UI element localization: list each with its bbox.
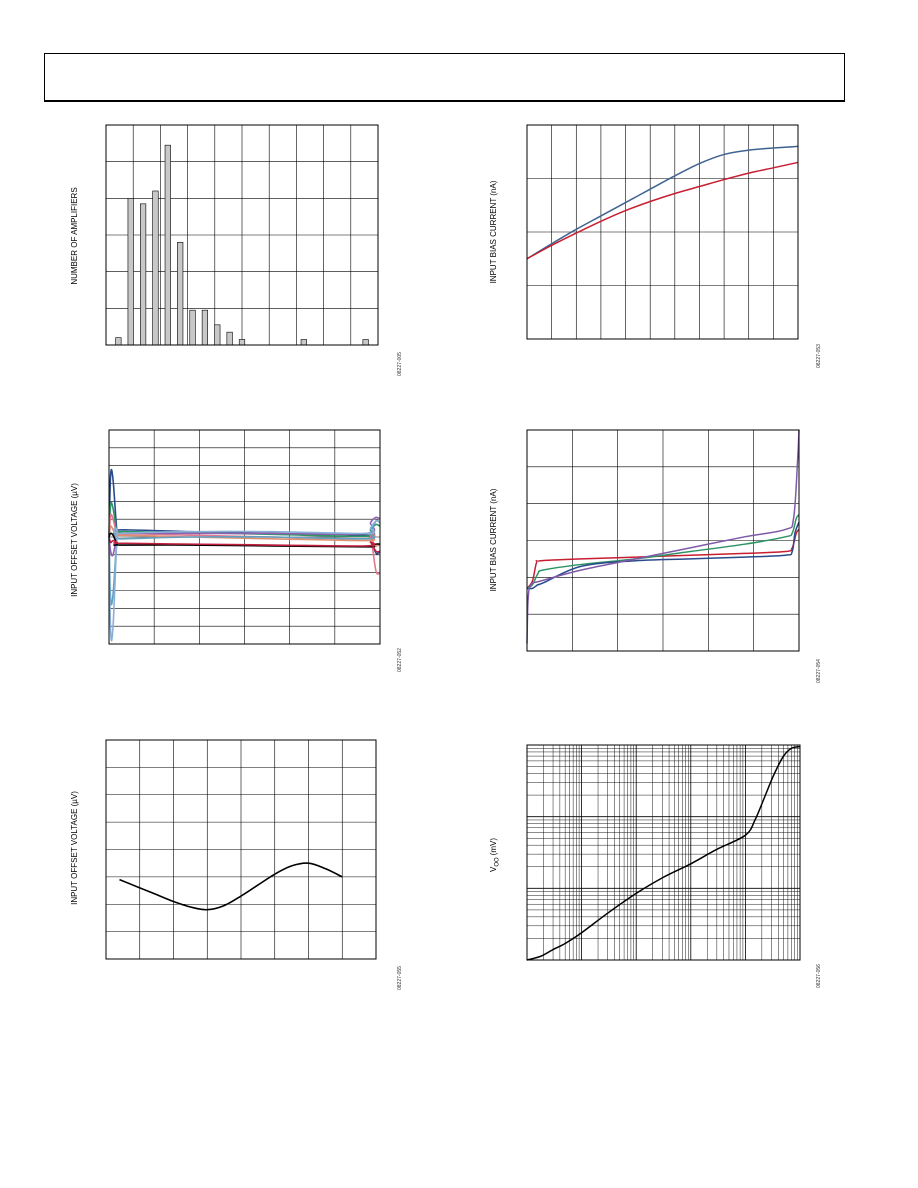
chart1-bar <box>201 309 208 346</box>
chart3-grid <box>109 430 380 644</box>
chart4-series-4 <box>526 429 800 644</box>
chart1-figure-id: 08227-005 <box>397 352 403 376</box>
chart2-figure-id: 08227-053 <box>816 344 822 368</box>
chart5-grid <box>106 740 376 959</box>
chart1-bar <box>226 331 233 346</box>
chart4-series-2 <box>526 514 800 590</box>
chart1-bar <box>164 144 171 346</box>
chart1-bar <box>362 339 369 346</box>
chart4-frame <box>526 429 800 652</box>
chart6-ylabel-main: V <box>489 866 498 872</box>
chart5-frame <box>105 739 377 960</box>
chart1-bar <box>140 203 147 346</box>
chart1-bar <box>189 309 196 346</box>
chart1-bar <box>238 339 246 346</box>
chart6-series-1 <box>526 745 801 961</box>
chart3-figure-id: 08227-052 <box>397 648 403 672</box>
chart4-grid <box>527 430 799 651</box>
chart1-grid <box>106 125 378 345</box>
chart2-frame <box>526 124 799 340</box>
chart1-bar <box>300 339 307 346</box>
chart6-grid <box>527 745 800 960</box>
chart3-ylabel: INPUT OFFSET VOLTAGE (µV) <box>70 483 79 597</box>
chart6-figure-id: 08227-056 <box>816 964 822 988</box>
chart6-frame <box>526 744 801 961</box>
chart1-frame <box>105 124 379 346</box>
chart6-ylabel: VOO(mV) <box>489 838 501 872</box>
chart6-ylabel-sub: OO <box>495 857 501 867</box>
chart4-series-3 <box>526 521 800 590</box>
chart1-bar <box>214 324 221 346</box>
chart1-bar <box>127 198 134 346</box>
chart1-bars <box>115 144 369 346</box>
chart2-series-2 <box>526 161 799 260</box>
chart5-figure-id: 08227-055 <box>397 966 403 990</box>
chart4-figure-id: 08227-054 <box>816 659 822 683</box>
chart1-bar <box>177 242 184 346</box>
chart6-ylabel-unit: (mV) <box>489 838 498 856</box>
chart3-series-9 <box>108 536 381 553</box>
chart1-bar <box>115 337 122 346</box>
chart4-ylabel: INPUT BIAS CURRENT (nA) <box>489 488 498 591</box>
chart1-bar <box>152 190 159 346</box>
chart2-ylabel: INPUT BIAS CURRENT (nA) <box>489 180 498 283</box>
chart5-series-1 <box>119 862 343 911</box>
chart5-ylabel: INPUT OFFSET VOLTAGE (µV) <box>70 791 79 905</box>
chart3-frame <box>108 429 381 645</box>
chart3-series-6 <box>108 519 381 606</box>
chart3-series-7 <box>108 519 381 642</box>
chart3-series-4 <box>108 516 381 557</box>
chart2-series-1 <box>526 145 799 260</box>
chart1-ylabel: NUMBER OF AMPLIFIERS <box>70 187 79 284</box>
chart2-grid <box>527 125 798 339</box>
page-header-box <box>44 53 845 102</box>
